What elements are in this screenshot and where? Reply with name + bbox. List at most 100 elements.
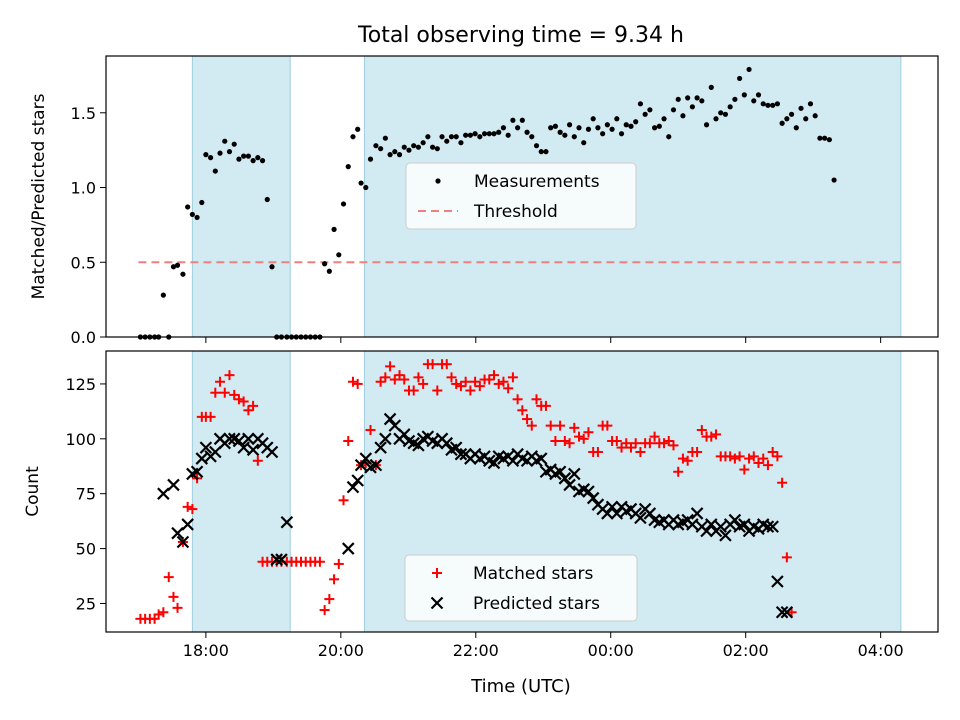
x-tick-label: 04:00 [858,641,904,660]
measurement-point [519,117,525,123]
measurement-point [628,123,634,129]
matched-star-point [319,605,330,616]
measurement-point [358,180,364,186]
predicted-star-point [586,491,600,505]
predicted-star-point [553,465,567,479]
measurement-point [699,98,705,104]
measurement-point [217,150,223,156]
legend-marker-predicted [430,596,444,610]
matched-star-point [692,446,703,457]
measurement-point [812,113,818,119]
matched-star-point [649,431,660,442]
predicted-star-point [199,441,213,454]
matched-star-point [592,446,603,457]
measurement-point [411,143,417,149]
matched-star-point [243,405,254,416]
matched-star-point [710,429,721,440]
matched-star-point [781,552,792,563]
measurement-point [194,214,200,221]
matched-star-point [314,556,325,567]
measurement-point [604,122,610,128]
measurement-point [694,95,700,101]
measurement-point [798,105,804,111]
matched-star-point [252,455,263,466]
matched-star-point [531,394,542,405]
matched-star-point [762,460,773,471]
matched-star-point [158,607,169,618]
y-tick-label: 25 [76,594,96,613]
matched-star-point [545,420,556,431]
measurement-point [236,156,242,162]
predicted-star-point [634,511,647,525]
predicted-star-point [534,452,548,465]
measurement-point [448,134,455,140]
measurement-point [651,125,658,131]
measurement-point [666,134,672,140]
matched-star-point [550,436,561,447]
measurement-point [434,146,440,152]
plot-frame [105,55,939,338]
measurement-point [160,292,166,298]
matched-star-point [630,438,641,449]
measurement-point [585,126,592,132]
matched-star-point [338,495,349,506]
predicted-star-point [440,436,454,450]
measurement-point [533,143,540,149]
legend: Matched stars Predicted stars [404,554,638,622]
measurement-point [420,140,426,146]
measurement-point [331,226,337,232]
shaded-interval [191,55,291,338]
measurement-point [656,123,662,129]
matched-star-point [621,438,632,449]
y-tick-label: 1.0 [71,179,96,198]
matched-star-point [238,396,249,407]
measurement-point [363,184,369,191]
predicted-star-point [351,474,364,487]
matched-star-point [493,378,504,389]
measurement-point [623,122,629,128]
predicted-star-point [157,487,170,500]
measurement-point [170,264,177,270]
measurement-point [727,104,733,110]
measurement-point [732,96,738,102]
predicted-star-point [181,518,194,531]
measurement-point [207,155,214,161]
legend: Measurements Threshold [405,162,637,230]
measurement-point [647,107,653,113]
predicted-star-point [237,441,250,454]
y-tick-label: 100 [65,430,96,449]
matched-star-point [602,420,613,431]
measurement-point [538,149,544,155]
measurement-point [793,125,799,131]
predicted-star-point [176,535,190,549]
matched-star-point [498,376,509,387]
predicted-star-point [761,520,775,533]
matched-star-point [578,433,589,444]
predicted-star-point [232,434,246,448]
measurement-point [770,102,776,108]
predicted-star-point [280,515,294,529]
matched-star-point [659,438,670,449]
measurement-point [174,262,181,268]
predicted-star-point [582,485,595,498]
measurement-point [609,126,615,132]
chart-title: Total observing time = 9.34 h [357,23,684,48]
matched-star-point [616,442,627,453]
measurement-point [600,131,606,137]
measurement-point [392,149,398,155]
matched-star-point [635,446,646,457]
x-tick-label: 20:00 [318,641,364,660]
measurement-point [831,177,837,183]
predicted-star-point [690,507,704,520]
predicted-star-point [171,526,184,540]
measurement-point [373,143,379,149]
predicted-star-point [605,500,619,514]
measurement-point [822,135,828,141]
matched-star-point [767,446,778,457]
measurement-point [642,111,648,117]
measurement-point [685,95,691,101]
measurement-point [340,201,347,207]
legend-box [404,554,638,622]
measurement-point [212,168,218,174]
measurement-point [496,129,502,135]
